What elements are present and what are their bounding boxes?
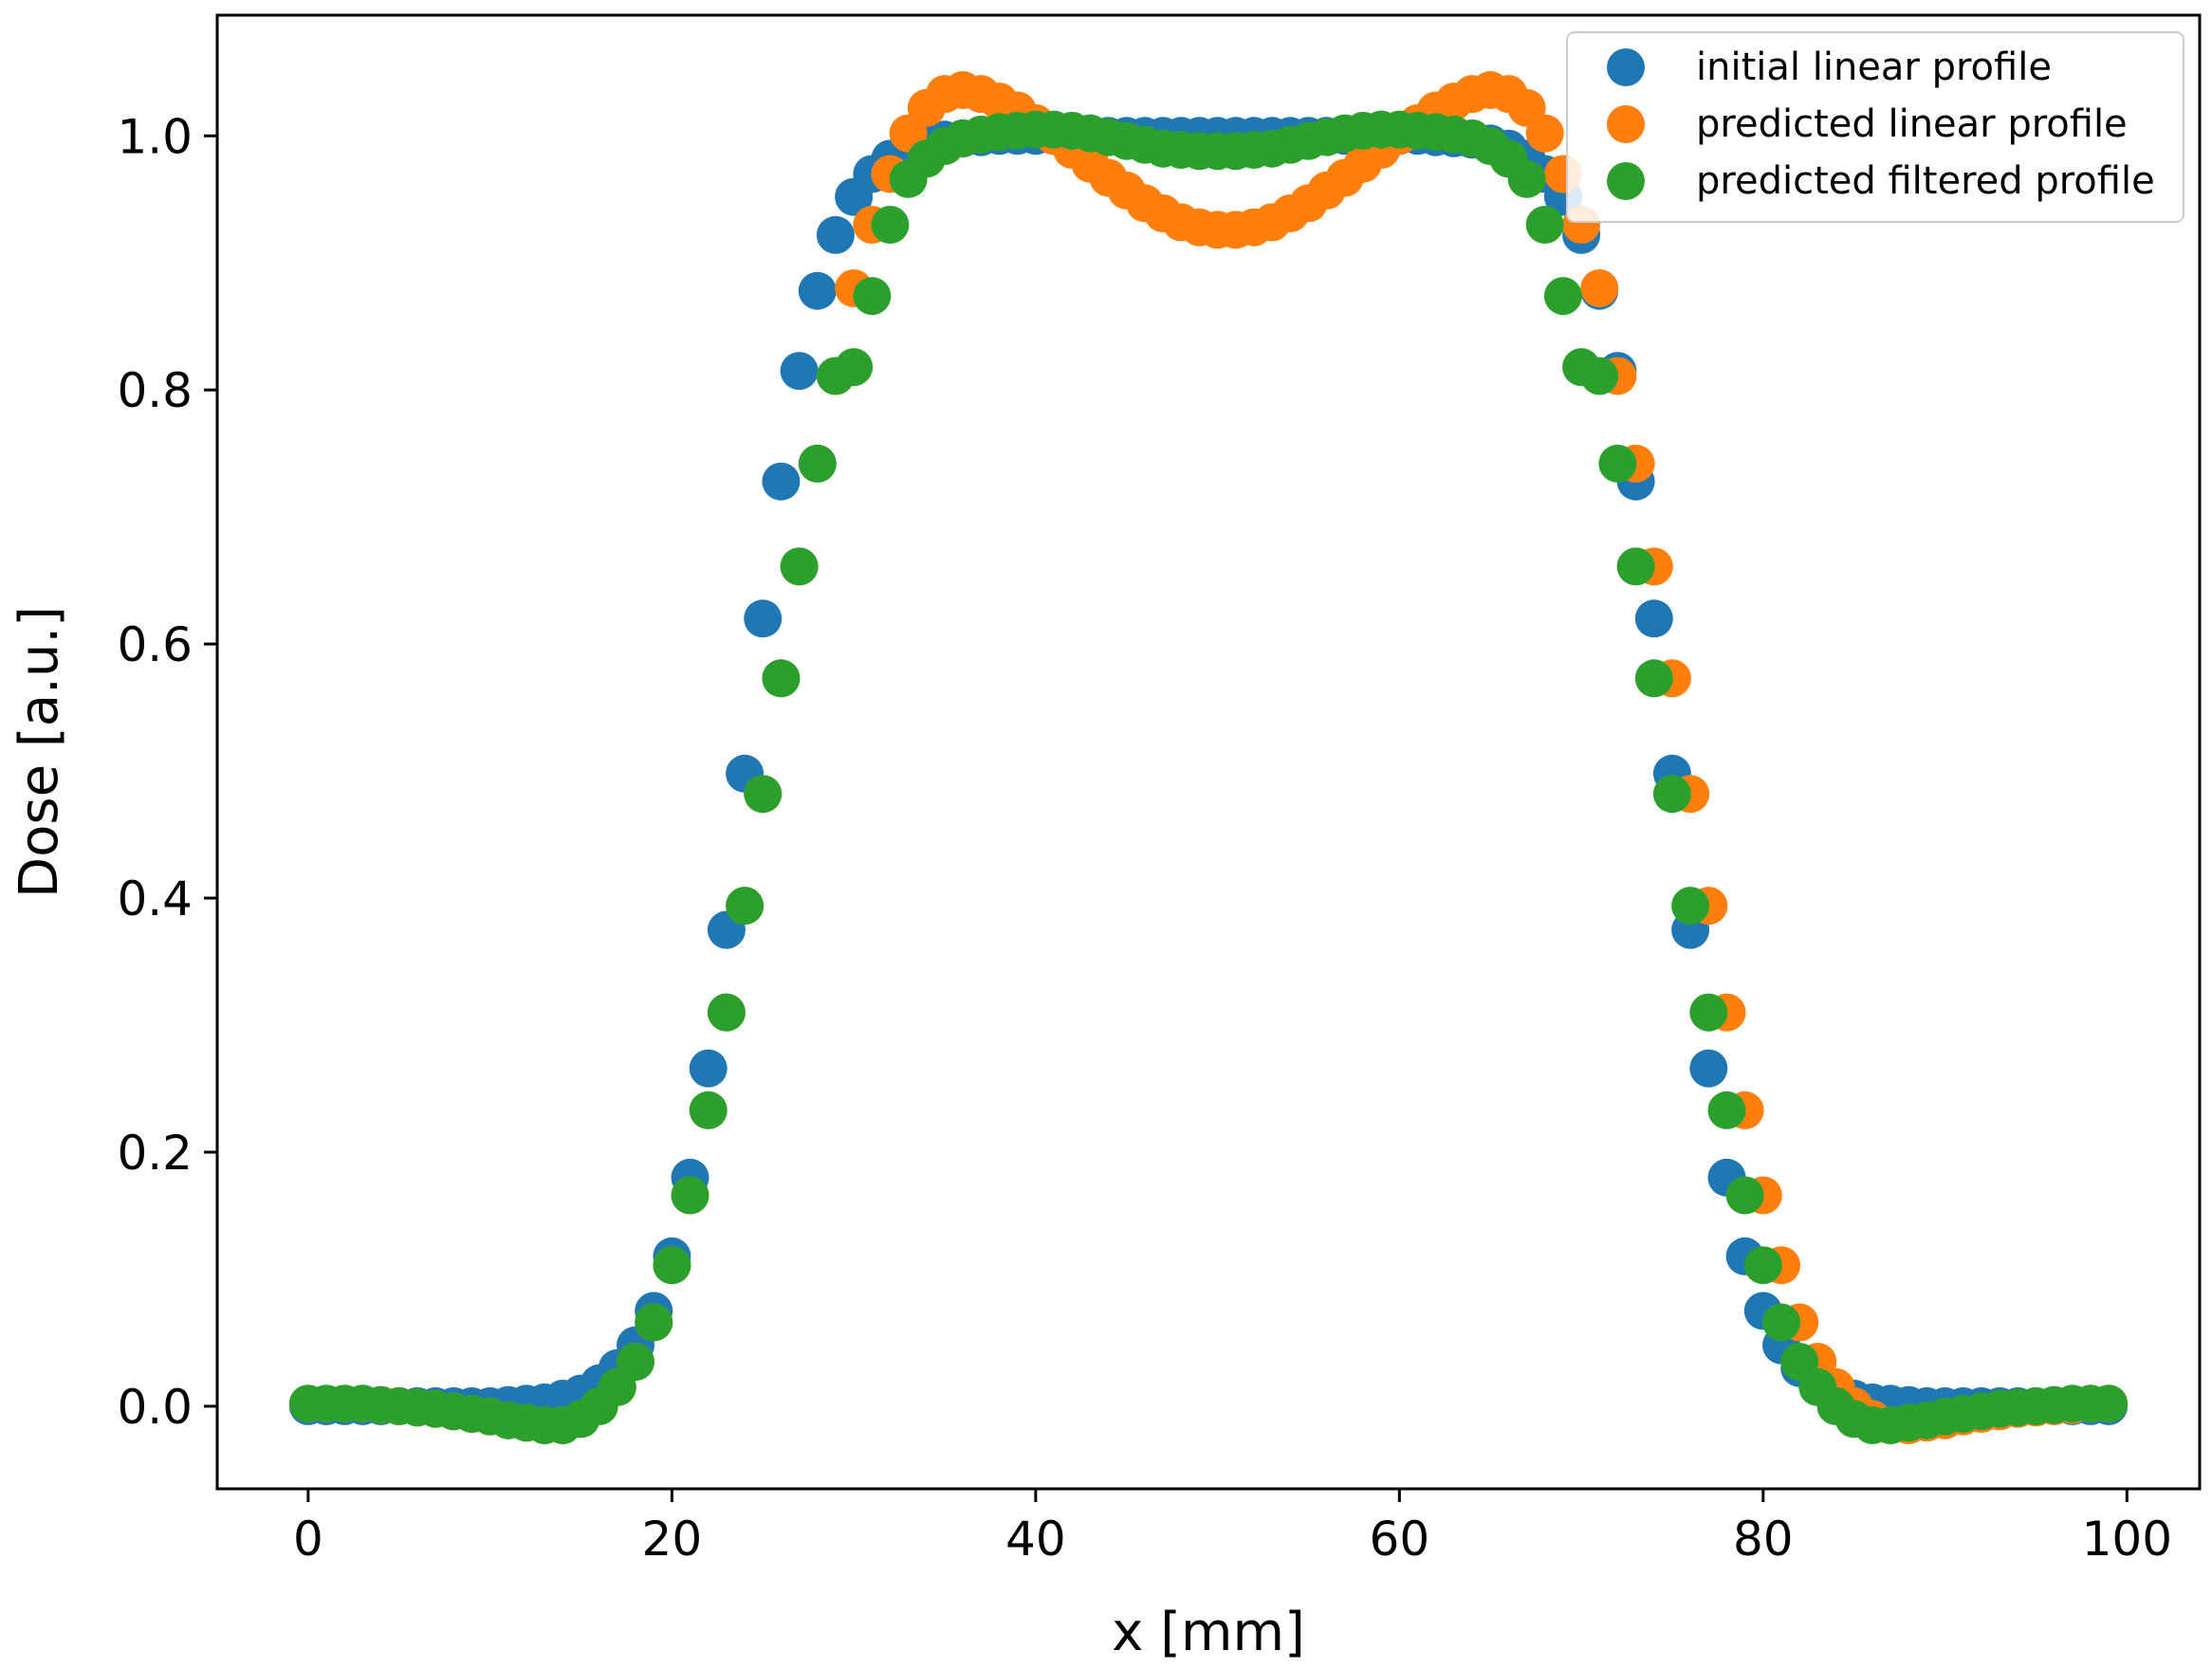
- point-predicted-filtered-78: [1707, 1091, 1746, 1129]
- x-tick-label: 40: [1005, 1512, 1066, 1567]
- point-predicted-filtered-25: [744, 775, 783, 814]
- legend-label-initial-linear: initial linear profile: [1696, 46, 2052, 89]
- y-tick-label: 0.6: [117, 617, 193, 672]
- point-predicted-filtered-68: [1525, 206, 1564, 244]
- point-predicted-filtered-26: [762, 659, 801, 698]
- point-predicted-filtered-80: [1743, 1246, 1782, 1285]
- x-tick-label: 60: [1370, 1512, 1430, 1567]
- point-predicted-filtered-24: [726, 887, 765, 926]
- legend: initial linear profile predicted linear …: [1566, 31, 2184, 223]
- point-predicted-filtered-28: [798, 444, 837, 483]
- point-predicted-filtered-73: [1616, 547, 1655, 586]
- plot-frame: [215, 13, 2202, 1491]
- series-initial-linear: [288, 117, 2129, 1425]
- x-tick-label: 100: [2082, 1512, 2172, 1567]
- point-predicted-linear-71: [1580, 269, 1619, 307]
- y-tick-label: 1.0: [117, 109, 193, 164]
- x-axis-label: x [mm]: [1112, 1602, 1305, 1663]
- y-axis-ticks: 0.0 0.2 0.4 0.6 0.8 1.0: [117, 109, 217, 1435]
- series-predicted-filtered: [288, 110, 2129, 1444]
- point-predicted-filtered-30: [835, 348, 874, 387]
- point-predicted-filtered-79: [1725, 1176, 1764, 1215]
- point-predicted-filtered-81: [1762, 1303, 1800, 1342]
- y-axis-label: Dose [a.u.]: [9, 606, 70, 898]
- point-predicted-filtered-21: [671, 1176, 710, 1215]
- scatter-points: [288, 71, 2129, 1444]
- point-predicted-filtered-20: [653, 1246, 691, 1285]
- x-tick-label: 20: [642, 1512, 703, 1567]
- point-predicted-filtered-76: [1671, 887, 1710, 926]
- point-predicted-filtered-18: [617, 1343, 654, 1381]
- point-predicted-filtered-69: [1543, 277, 1582, 316]
- point-predicted-filtered-99: [2090, 1385, 2129, 1423]
- point-predicted-filtered-31: [853, 277, 892, 316]
- point-predicted-filtered-74: [1634, 659, 1673, 698]
- point-initial-linear-25: [744, 599, 783, 638]
- legend-box: [1566, 31, 2184, 223]
- point-predicted-linear-68: [1525, 114, 1564, 153]
- point-initial-linear-28: [798, 271, 837, 310]
- point-initial-linear-77: [1689, 1049, 1728, 1088]
- point-predicted-filtered-67: [1507, 159, 1546, 198]
- point-initial-linear-26: [762, 462, 801, 501]
- point-initial-linear-74: [1634, 599, 1673, 638]
- point-predicted-filtered-77: [1689, 993, 1728, 1032]
- y-tick-label: 0.4: [117, 871, 193, 926]
- series-predicted-linear: [288, 71, 2129, 1444]
- point-predicted-filtered-32: [871, 206, 910, 244]
- point-predicted-filtered-71: [1580, 357, 1619, 395]
- point-predicted-filtered-75: [1652, 775, 1691, 814]
- point-predicted-filtered-22: [689, 1091, 728, 1129]
- point-initial-linear-29: [816, 215, 855, 254]
- legend-label-predicted-filtered: predicted filtered profile: [1696, 159, 2155, 203]
- x-axis-ticks: 0 20 40 60 80 100: [293, 1489, 2172, 1567]
- legend-marker-initial-linear: [1607, 48, 1645, 86]
- y-tick-label: 0.8: [117, 363, 193, 418]
- y-tick-label: 0.0: [117, 1380, 193, 1435]
- x-tick-label: 80: [1733, 1512, 1794, 1567]
- x-tick-label: 0: [293, 1512, 323, 1567]
- legend-label-predicted-linear: predicted linear profile: [1696, 102, 2128, 146]
- point-predicted-filtered-27: [780, 547, 819, 586]
- point-initial-linear-27: [780, 352, 819, 391]
- point-predicted-filtered-72: [1598, 444, 1637, 483]
- legend-marker-predicted-filtered: [1607, 162, 1645, 200]
- point-initial-linear-22: [689, 1049, 728, 1088]
- point-predicted-filtered-19: [635, 1303, 673, 1342]
- y-tick-label: 0.2: [117, 1126, 193, 1181]
- point-predicted-filtered-23: [707, 993, 746, 1032]
- legend-marker-predicted-linear: [1607, 105, 1645, 143]
